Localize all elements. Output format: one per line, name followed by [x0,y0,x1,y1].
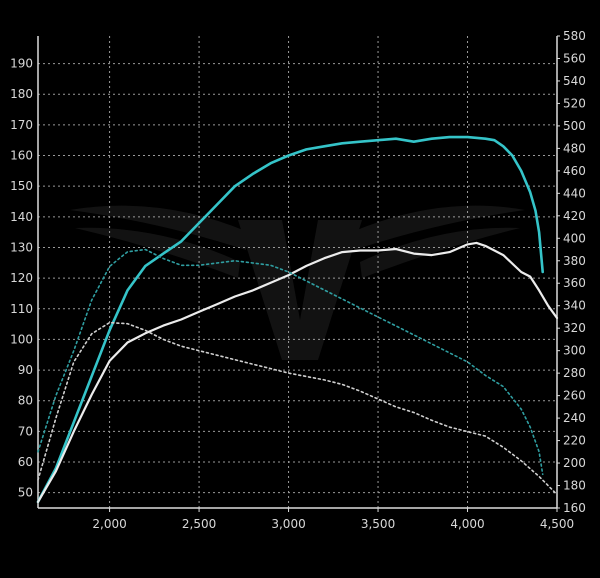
y2-tick-label: 280 [563,366,586,380]
y2-tick-label: 300 [563,344,586,358]
y2-tick-label: 340 [563,299,586,313]
y-tick-label: 80 [18,394,33,408]
y2-tick-label: 260 [563,389,586,403]
y2-tick-label: 580 [563,29,586,43]
x-tick-label: 4,500 [540,517,574,531]
grid [38,36,557,508]
y2-tick-label: 420 [563,209,586,223]
y2-tick-label: 480 [563,141,586,155]
y2-tick-label: 180 [563,479,586,493]
y-tick-label: 170 [10,118,33,132]
y2-tick-label: 360 [563,276,586,290]
tuned-torque-line [37,248,544,476]
y2-tick-label: 500 [563,119,586,133]
y2-tick-label: 400 [563,231,586,245]
y2-tick-label: 220 [563,434,586,448]
x-tick-label: 2,500 [182,517,216,531]
stock-torque-line [37,321,558,496]
x-tick-label: 3,000 [271,517,305,531]
x-tick-label: 4,000 [450,517,484,531]
y2-tick-label: 460 [563,164,586,178]
y-tick-label: 130 [10,240,33,254]
y2-tick-label: 200 [563,456,586,470]
tick-labels: 50 60 70 80 90 100 110 120 130 140 150 160 170 180 190… [10,29,586,531]
tuned-power-line [36,135,545,504]
y2-tick-label: 160 [563,501,586,515]
y2-tick-label: 540 [563,74,586,88]
y-tick-label: 120 [10,271,33,285]
y-tick-label: 140 [10,210,33,224]
y2-tick-label: 320 [563,321,586,335]
y-tick-label: 70 [18,424,33,438]
y2-tick-label: 560 [563,51,586,65]
y-tick-label: 160 [10,149,33,163]
y-tick-label: 60 [18,455,33,469]
axes [37,35,560,512]
y-tick-label: 110 [10,302,33,316]
x-tick-label: 2,000 [92,517,126,531]
y-tick-label: 90 [18,363,33,377]
x-tick-label: 3,500 [361,517,395,531]
y-tick-label: 190 [10,57,33,71]
stock-power-line [36,241,559,503]
y-tick-label: 50 [18,486,33,500]
y2-tick-label: 240 [563,411,586,425]
y-tick-label: 100 [10,332,33,346]
y2-tick-label: 520 [563,96,586,110]
y-tick-label: 180 [10,87,33,101]
y2-tick-label: 380 [563,254,586,268]
series-lines [36,135,559,504]
y-tick-label: 150 [10,179,33,193]
y2-tick-label: 440 [563,186,586,200]
